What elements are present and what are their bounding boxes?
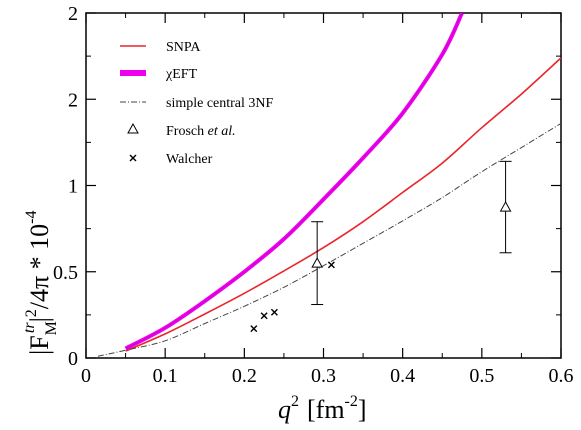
y-axis-label: |FMtr|2/4π * 10-4 bbox=[21, 211, 60, 355]
plot-frame bbox=[85, 12, 562, 359]
walcher-data-point bbox=[270, 308, 278, 316]
walcher-data-point bbox=[327, 261, 335, 269]
x-tick-label: 0 bbox=[81, 365, 91, 387]
y-tick-label: 0 bbox=[68, 348, 78, 370]
legend: SNPA χEFT simple central 3NF Frosch et a… bbox=[120, 40, 274, 167]
series-line-chi-eft-band bbox=[124, 13, 464, 351]
markers-layer bbox=[250, 160, 512, 333]
legend-label-chieft: χEFT bbox=[165, 67, 198, 82]
x-tick-label: 0.2 bbox=[232, 365, 257, 387]
walcher-data-point bbox=[250, 325, 258, 333]
series-line-simple-central-3nf bbox=[97, 122, 561, 357]
y-tick-label: 1 bbox=[68, 176, 78, 198]
legend-label-snpa: SNPA bbox=[166, 40, 201, 55]
y-tick-labels: 0 0.5 1 2 2 bbox=[53, 3, 78, 370]
legend-marker-frosch bbox=[127, 122, 139, 134]
legend-label-3nf: simple central 3NF bbox=[166, 96, 274, 111]
y-tick-label: 2 bbox=[68, 89, 78, 111]
y-tick-label: 2 bbox=[68, 3, 78, 25]
frosch-data-point bbox=[311, 257, 324, 268]
x-tick-label: 0.1 bbox=[153, 365, 178, 387]
series-layer bbox=[97, 13, 561, 357]
x-tick-label: 0.4 bbox=[390, 365, 415, 387]
legend-label-frosch: Frosch et al. bbox=[166, 124, 236, 139]
y-tick-label: 0.5 bbox=[53, 262, 78, 284]
walcher-data-point bbox=[260, 312, 268, 320]
x-tick-label: 0.5 bbox=[469, 365, 494, 387]
series-line-chi-eft-edge bbox=[125, 13, 463, 349]
axis-ticks bbox=[85, 12, 562, 359]
series-line-snpa bbox=[125, 57, 561, 352]
legend-marker-walcher bbox=[129, 154, 137, 162]
x-axis-label: q2 [fm-2] bbox=[278, 393, 367, 424]
x-tick-label: 0.6 bbox=[549, 365, 574, 387]
frosch-data-point bbox=[499, 201, 512, 212]
x-tick-label: 0.3 bbox=[311, 365, 336, 387]
legend-label-walcher: Walcher bbox=[166, 152, 213, 167]
x-tick-labels: 0 0.1 0.2 0.3 0.4 0.5 0.6 bbox=[81, 365, 574, 387]
